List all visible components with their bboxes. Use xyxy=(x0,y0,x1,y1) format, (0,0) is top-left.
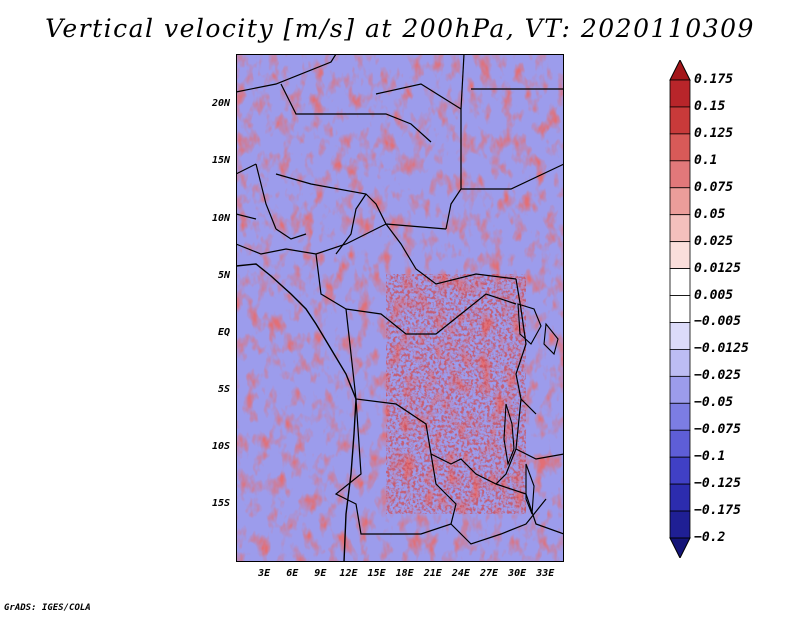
colorbar-segment xyxy=(669,349,691,377)
colorbar-tick-label: 0.075 xyxy=(694,179,734,195)
colorbar-tick-label: 0.125 xyxy=(694,125,734,141)
longitude-label: 6E xyxy=(286,568,299,579)
colorbar-segment xyxy=(669,106,691,135)
map-frame xyxy=(236,54,564,562)
colorbar-segment xyxy=(669,375,691,404)
colorbar-tick-label: 0.15 xyxy=(694,98,726,114)
latitude-label: 5N xyxy=(217,269,230,281)
colorbar-segment xyxy=(669,214,691,243)
colorbar-tick-label: 0.05 xyxy=(694,206,726,222)
colorbar-tick-label: −0.05 xyxy=(694,395,734,411)
longitude-label: 33E xyxy=(536,568,555,579)
map-title: Vertical velocity [m/s] at 200hPa, VT: 2… xyxy=(45,14,755,43)
colorbar xyxy=(669,60,691,558)
colorbar-segment xyxy=(669,268,691,296)
colorbar-tick-label: −0.2 xyxy=(694,530,726,545)
latitude-label: 20N xyxy=(211,98,230,110)
longitude-label: 30E xyxy=(508,568,527,579)
colorbar-segment xyxy=(669,402,691,431)
latitude-label: 5S xyxy=(217,383,230,395)
colorbar-tick-label: −0.125 xyxy=(694,476,741,492)
longitude-label: 18E xyxy=(395,568,414,579)
longitude-label: 3E xyxy=(258,568,271,579)
colorbar-tick-label: 0.175 xyxy=(694,72,734,87)
colorbar-segment xyxy=(669,456,691,485)
colorbar-segment xyxy=(669,160,691,189)
longitude-label: 12E xyxy=(339,568,358,579)
latitude-label: 15N xyxy=(211,155,230,167)
colorbar-segment xyxy=(669,483,691,512)
longitude-label: 9E xyxy=(314,568,327,579)
latitude-label: EQ xyxy=(217,326,230,338)
credit-label: GrADS: IGES/COLA xyxy=(4,603,91,613)
colorbar-tick-label: 0.005 xyxy=(694,287,734,303)
longitude-label: 21E xyxy=(423,568,442,579)
colorbar-top-arrow xyxy=(669,60,691,81)
colorbar-segment xyxy=(669,79,691,108)
colorbar-tick-label: 0.0125 xyxy=(694,260,741,276)
colorbar-segment xyxy=(669,295,691,323)
colorbar-segment xyxy=(669,322,691,350)
longitude-label: 24E xyxy=(451,568,470,579)
colorbar-tick-label: −0.005 xyxy=(694,314,741,330)
colorbar-tick-label: −0.075 xyxy=(694,422,741,438)
strong-updraft-patches xyxy=(386,274,526,514)
colorbar-segment xyxy=(669,241,691,269)
longitude-label: 15E xyxy=(367,568,386,579)
colorbar-tick-label: −0.0125 xyxy=(694,341,749,357)
latitude-label: 15S xyxy=(211,497,230,509)
colorbar-segment xyxy=(669,187,691,216)
colorbar-tick-label: −0.175 xyxy=(694,503,741,519)
colorbar-segment xyxy=(669,133,691,162)
coastline xyxy=(236,263,357,562)
latitude-label: 10S xyxy=(211,440,230,452)
vertical-velocity-map xyxy=(236,54,564,562)
colorbar-segment xyxy=(669,510,691,539)
colorbar-tick-label: −0.025 xyxy=(694,368,741,384)
colorbar-segment xyxy=(669,429,691,458)
colorbar-bottom-arrow xyxy=(669,537,691,558)
lakes xyxy=(503,303,559,515)
country-borders xyxy=(236,54,564,545)
latitude-label: 10N xyxy=(211,212,230,224)
colorbar-tick-label: −0.1 xyxy=(694,449,726,465)
colorbar-tick-label: 0.025 xyxy=(694,233,734,249)
longitude-label: 27E xyxy=(479,568,499,579)
colorbar-tick-label: 0.1 xyxy=(694,152,718,168)
